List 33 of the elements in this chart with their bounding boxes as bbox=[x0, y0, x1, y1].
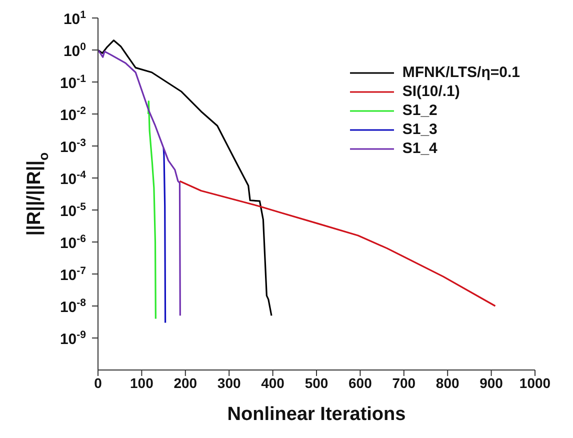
x-tick-label: 400 bbox=[261, 374, 285, 391]
x-tick-label: 800 bbox=[436, 374, 460, 391]
legend-label: S1_3 bbox=[402, 121, 438, 138]
y-tick-label: 10$^{-3}$ bbox=[60, 137, 86, 156]
legend-label: S1_2 bbox=[402, 102, 438, 119]
x-tick-label: 300 bbox=[217, 374, 241, 391]
x-tick-label: 700 bbox=[392, 374, 416, 391]
line-series bbox=[98, 49, 181, 316]
x-tick-label: 1000 bbox=[519, 374, 551, 391]
x-tick-label: 600 bbox=[348, 374, 372, 391]
line-series bbox=[162, 147, 166, 324]
y-tick-label: 10$^{-8}$ bbox=[60, 297, 86, 316]
x-tick-label: 200 bbox=[174, 374, 198, 391]
x-tick-label: 900 bbox=[480, 374, 504, 391]
y-tick-label: 10$^{-1}$ bbox=[60, 73, 86, 92]
line-series bbox=[98, 40, 272, 316]
x-axis-title: Nonlinear Iterations bbox=[227, 404, 406, 425]
y-tick-label: 10$^{-2}$ bbox=[60, 105, 86, 124]
x-tick-label: 500 bbox=[304, 374, 328, 391]
line-series bbox=[178, 180, 496, 307]
y-tick-label: 10$^{-4}$ bbox=[60, 169, 86, 188]
x-tick-label: 100 bbox=[130, 374, 154, 391]
legend-label: S1_4 bbox=[402, 140, 438, 157]
line-series bbox=[147, 100, 156, 320]
y-tick-label: 10$^{0}$ bbox=[63, 41, 86, 60]
legend-label: MFNK/LTS/η=0.1 bbox=[402, 64, 520, 81]
y-tick-label: 10$^{1}$ bbox=[63, 9, 86, 28]
y-tick-label: 10$^{-5}$ bbox=[60, 201, 86, 220]
y-tick-label: 10$^{-6}$ bbox=[60, 233, 86, 252]
y-tick-label: 10$^{-7}$ bbox=[60, 265, 86, 284]
y-tick-label: 10$^{-9}$ bbox=[60, 329, 86, 348]
x-tick-label: 0 bbox=[94, 374, 102, 391]
legend-label: SI(10/.1) bbox=[402, 83, 460, 100]
